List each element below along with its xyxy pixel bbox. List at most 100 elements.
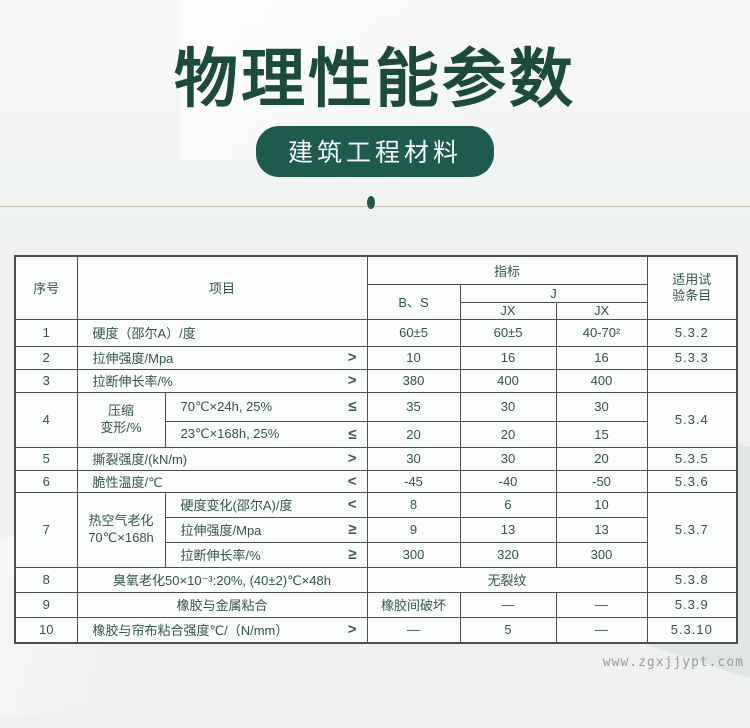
row7a-jx1: 6 [459, 491, 557, 518]
header-applicable-line2: 验条目 [672, 287, 712, 303]
less-than-symbol: < [347, 472, 357, 490]
row10-jx2: — [555, 616, 648, 644]
row4b-jx2: 15 [555, 420, 648, 448]
row7b-jx2: 13 [555, 516, 648, 543]
row4-group-line1: 压缩 [107, 403, 134, 419]
less-than-symbol: < [347, 496, 357, 513]
table-row: 10 橡胶与帘布粘合强度℃/（N/mm） > — 5 — 5.3.10 [14, 616, 738, 644]
row7c-jx2: 300 [555, 541, 648, 568]
row7a-item: 硬度变化(邵尔A)/度 [180, 498, 293, 513]
row7a-item-cell: 硬度变化(邵尔A)/度 < [164, 491, 368, 518]
greater-than-symbol: > [347, 621, 357, 639]
row7b-bs: 9 [366, 516, 461, 543]
header-serial: 序号 [14, 255, 78, 320]
header-item: 项目 [76, 255, 368, 320]
greater-than-symbol: > [347, 372, 357, 389]
row7-group: 热空气老化 70℃×168h [76, 491, 166, 568]
row7b-jx1: 13 [459, 516, 557, 543]
greater-than-symbol: > [347, 349, 357, 366]
row1-bs: 60±5 [366, 318, 461, 347]
watermark-url: www.zgxjjypt.com [602, 655, 744, 670]
row9-jx2: — [555, 591, 648, 618]
row7-ref: 5.3.7 [646, 491, 738, 568]
row4-ref: 5.3.4 [646, 391, 738, 448]
row4b-item: 23℃×168h, 25% [180, 426, 280, 441]
divider-line [0, 206, 750, 207]
table-row: 7 热空气老化 70℃×168h 硬度变化(邵尔A)/度 < 8 6 10 5.… [14, 491, 738, 568]
header-indicator: 指标 [366, 255, 648, 285]
row6-jx1: -40 [459, 469, 557, 493]
row5-bs: 30 [366, 446, 461, 471]
row6-jx2: -50 [555, 469, 648, 493]
row2-jx2: 16 [555, 345, 648, 370]
table-row: 2 拉伸强度/Mpa > 10 16 16 5.3.3 [14, 345, 738, 370]
table-row: 4 压缩 变形/% 70℃×24h, 25% ≤ 35 30 30 5.3.4 [14, 391, 738, 448]
row4b-item-cell: 23℃×168h, 25% ≤ [164, 420, 368, 448]
page-title: 物理性能参数 [174, 43, 576, 115]
header-j: J [459, 283, 648, 303]
greater-than-symbol: > [347, 450, 357, 467]
row10-item: 橡胶与帘布粘合强度℃/（N/mm） [92, 623, 289, 639]
table-row: 3 拉断伸长率/% > 380 400 400 [14, 368, 738, 393]
row2-jx1: 16 [459, 345, 557, 370]
row6-no: 6 [14, 469, 78, 493]
row2-no: 2 [14, 345, 78, 370]
row4b-bs: 20 [366, 420, 461, 448]
row9-jx1: — [459, 591, 557, 618]
row2-bs: 10 [366, 345, 461, 370]
row1-ref: 5.3.2 [646, 318, 738, 347]
table-row: 9 橡胶与金属粘合 橡胶间破坏 — — 5.3.9 [14, 591, 738, 618]
row10-bs: — [366, 616, 461, 644]
row3-item-cell: 拉断伸长率/% > [76, 368, 368, 393]
row7b-item: 拉伸强度/Mpa [180, 523, 262, 538]
row7-group-line2: 70℃×168h [88, 529, 154, 545]
row7b-item-cell: 拉伸强度/Mpa ≥ [164, 516, 368, 543]
row7a-bs: 8 [366, 491, 461, 518]
row4-no: 4 [14, 391, 78, 448]
table-row: 1 硬度（邵尔A）/度 60±5 60±5 40-70² 5.3.2 [14, 318, 738, 347]
row10-jx1: 5 [459, 616, 557, 644]
row5-jx2: 20 [555, 446, 648, 471]
table-row: 5 撕裂强度/(kN/m) > 30 30 20 5.3.5 [14, 446, 738, 471]
row4a-jx2: 30 [555, 391, 648, 422]
row5-ref: 5.3.5 [646, 446, 738, 471]
row10-item-cell: 橡胶与帘布粘合强度℃/（N/mm） > [76, 616, 368, 644]
row8-ref: 5.3.8 [646, 566, 738, 593]
row5-no: 5 [14, 446, 78, 471]
row5-item-cell: 撕裂强度/(kN/m) > [76, 446, 368, 471]
row1-jx1: 60±5 [459, 318, 557, 347]
row7c-item: 拉断伸长率/% [180, 548, 261, 563]
row9-no: 9 [14, 591, 78, 618]
row3-item: 拉断伸长率/% [92, 374, 173, 389]
row7a-jx2: 10 [555, 491, 648, 518]
row5-item: 撕裂强度/(kN/m) [92, 452, 188, 467]
row9-item: 橡胶与金属粘合 [76, 591, 368, 618]
row4-group: 压缩 变形/% [76, 391, 166, 448]
row6-ref: 5.3.6 [646, 469, 738, 493]
table-row: 8 臭氧老化50×10⁻³:20%, (40±2)℃×48h 无裂纹 5.3.8 [14, 566, 738, 593]
row4a-item: 70℃×24h, 25% [180, 398, 273, 414]
row2-item: 拉伸强度/Mpa [92, 351, 174, 366]
physical-properties-table: 序号 项目 指标 适用试 验条目 B、S J JX JX 1 硬度（邵尔A）/度… [14, 255, 739, 644]
spec-table-wrap: 序号 项目 指标 适用试 验条目 B、S J JX JX 1 硬度（邵尔A）/度… [14, 255, 739, 644]
row8-item: 臭氧老化50×10⁻³:20%, (40±2)℃×48h [76, 566, 368, 593]
row7c-item-cell: 拉断伸长率/% ≥ [164, 541, 368, 568]
header-row-1: 序号 项目 指标 适用试 验条目 [14, 255, 738, 320]
row6-bs: -45 [366, 469, 461, 493]
row4-group-line2: 变形/% [100, 419, 142, 435]
row7c-bs: 300 [366, 541, 461, 568]
header-jx1: JX [459, 301, 557, 320]
header-applicable-line1: 适用试 [672, 271, 712, 287]
row6-item: 脆性温度/℃ [92, 474, 163, 490]
row4a-jx1: 30 [459, 391, 557, 422]
row3-jx2: 400 [555, 368, 648, 393]
row3-jx1: 400 [459, 368, 557, 393]
header-row-3: JX JX [15, 301, 737, 320]
row4a-item-cell: 70℃×24h, 25% ≤ [164, 391, 368, 422]
row8-result: 无裂纹 [366, 566, 648, 593]
header-bs: B、S [366, 283, 461, 320]
row9-ref: 5.3.9 [646, 591, 738, 618]
row1-item: 硬度（邵尔A）/度 [76, 318, 368, 347]
row5-jx1: 30 [459, 446, 557, 471]
row9-bs: 橡胶间破坏 [366, 591, 461, 618]
